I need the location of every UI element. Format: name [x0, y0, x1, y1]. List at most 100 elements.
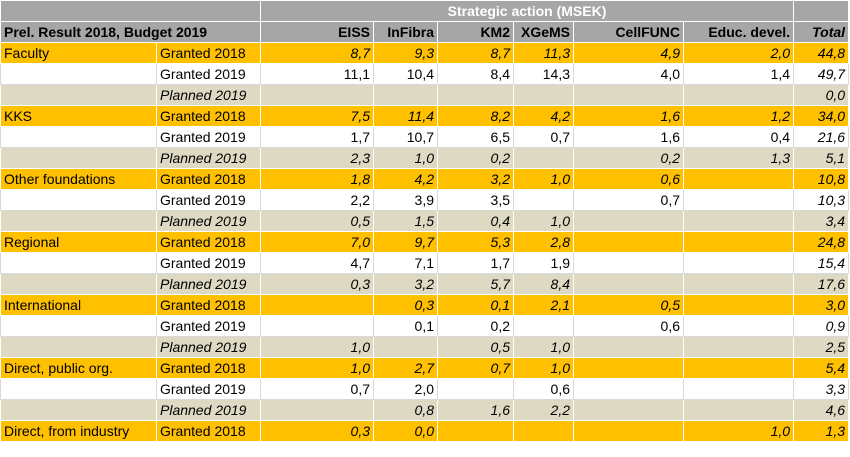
cell-eiss: 0,7: [260, 378, 374, 400]
cell-cellfunc: 0,6: [573, 168, 684, 190]
row-type: Granted 2018: [156, 294, 261, 316]
table-body: Faculty Granted 2018 8,7 9,3 8,7 11,3 4,9 2,0 44…: [0, 42, 850, 442]
cell-cellfunc: [573, 252, 684, 274]
row-category: [0, 210, 157, 232]
column-header-xgems: XGeMS: [513, 21, 574, 43]
cell-educ-devel: [682, 210, 795, 232]
cell-infibra: 4,2: [373, 168, 438, 190]
cell-eiss: 11,1: [260, 63, 374, 85]
cell-infibra: 10,7: [373, 126, 438, 148]
header-spacer-right: [793, 0, 850, 22]
cell-cellfunc: 0,7: [573, 189, 684, 211]
cell-total: 10,3: [793, 189, 850, 211]
cell-cellfunc: [573, 357, 684, 379]
row-type: Granted 2019: [156, 378, 261, 400]
cell-total: 2,5: [793, 336, 850, 358]
cell-infibra: 3,9: [373, 189, 438, 211]
row-category: [0, 189, 157, 211]
row-category: Direct, from industry: [0, 420, 157, 442]
cell-eiss: 2,2: [260, 189, 374, 211]
cell-educ-devel: [682, 336, 795, 358]
cell-km2: [437, 420, 514, 442]
cell-xgems: [513, 84, 574, 106]
cell-cellfunc: 4,0: [573, 63, 684, 85]
cell-eiss: 1,8: [260, 168, 374, 190]
cell-total: 49,7: [793, 63, 850, 85]
cell-infibra: [373, 336, 438, 358]
cell-cellfunc: [573, 399, 684, 421]
cell-km2: 0,5: [437, 336, 514, 358]
cell-xgems: 0,6: [513, 378, 574, 400]
header-row-group: Strategic action (MSEK): [0, 0, 850, 22]
row-type: Granted 2018: [156, 105, 261, 127]
column-header-km2: KM2: [437, 21, 514, 43]
cell-cellfunc: 0,6: [573, 315, 684, 337]
cell-infibra: 2,7: [373, 357, 438, 379]
table-row: International Granted 2018 0,3 0,1 2,1 0,5 3,0: [0, 294, 850, 316]
cell-total: 3,3: [793, 378, 850, 400]
row-category: [0, 336, 157, 358]
row-type: Granted 2019: [156, 63, 261, 85]
cell-total: 34,0: [793, 105, 850, 127]
column-header-infibra: InFibra: [373, 21, 438, 43]
cell-xgems: 1,0: [513, 357, 574, 379]
cell-cellfunc: [573, 273, 684, 295]
table-row: Direct, public org. Granted 2018 1,0 2,7 0,7…: [0, 357, 850, 379]
row-category: [0, 273, 157, 295]
cell-total: 10,8: [793, 168, 850, 190]
cell-cellfunc: [573, 210, 684, 232]
table-row: Direct, from industry Granted 2018 0,3 0,0 1…: [0, 420, 850, 442]
cell-infibra: 0,1: [373, 315, 438, 337]
cell-xgems: [513, 420, 574, 442]
cell-eiss: [260, 399, 374, 421]
cell-km2: 8,4: [437, 63, 514, 85]
cell-km2: 1,6: [437, 399, 514, 421]
cell-xgems: 1,0: [513, 336, 574, 358]
cell-cellfunc: [573, 336, 684, 358]
cell-total: 0,0: [793, 84, 850, 106]
row-category: [0, 315, 157, 337]
table-row: Granted 2019 0,1 0,2 0,6 0,9: [0, 315, 850, 337]
header-row-columns: Prel. Result 2018, Budget 2019 EISS InFi…: [0, 21, 850, 43]
cell-total: 5,1: [793, 147, 850, 169]
row-type: Granted 2018: [156, 42, 261, 64]
cell-xgems: 0,7: [513, 126, 574, 148]
cell-educ-devel: [682, 378, 795, 400]
cell-xgems: 1,9: [513, 252, 574, 274]
row-type: Granted 2019: [156, 315, 261, 337]
cell-xgems: 1,0: [513, 210, 574, 232]
header-spacer: [0, 0, 261, 22]
cell-cellfunc: 0,5: [573, 294, 684, 316]
cell-total: 24,8: [793, 231, 850, 253]
cell-xgems: 11,3: [513, 42, 574, 64]
cell-cellfunc: 1,6: [573, 126, 684, 148]
cell-infibra: 9,3: [373, 42, 438, 64]
cell-eiss: 0,3: [260, 420, 374, 442]
row-category: Other foundations: [0, 168, 157, 190]
cell-infibra: 10,4: [373, 63, 438, 85]
row-category: [0, 63, 157, 85]
cell-km2: 5,3: [437, 231, 514, 253]
cell-km2: 3,2: [437, 168, 514, 190]
row-category: [0, 147, 157, 169]
cell-eiss: 7,0: [260, 231, 374, 253]
row-type: Granted 2018: [156, 420, 261, 442]
row-category: International: [0, 294, 157, 316]
cell-infibra: 0,3: [373, 294, 438, 316]
cell-educ-devel: [682, 315, 795, 337]
table-row: Granted 2019 1,7 10,7 6,5 0,7 1,6 0,4 21,6: [0, 126, 850, 148]
cell-educ-devel: [682, 252, 795, 274]
row-type: Granted 2018: [156, 168, 261, 190]
table-row: Granted 2019 4,7 7,1 1,7 1,9 15,4: [0, 252, 850, 274]
cell-educ-devel: 0,4: [682, 126, 795, 148]
table-row: Planned 2019 2,3 1,0 0,2 0,2 1,3 5,1: [0, 147, 850, 169]
group-header: Strategic action (MSEK): [259, 0, 795, 22]
cell-infibra: 0,8: [373, 399, 438, 421]
column-header-educ-devel: Educ. devel.: [682, 21, 795, 43]
budget-table: Strategic action (MSEK) Prel. Result 201…: [0, 0, 850, 442]
cell-educ-devel: 2,0: [682, 42, 795, 64]
cell-total: 1,3: [793, 420, 850, 442]
cell-educ-devel: 1,4: [682, 63, 795, 85]
cell-eiss: [260, 315, 374, 337]
cell-xgems: 8,4: [513, 273, 574, 295]
